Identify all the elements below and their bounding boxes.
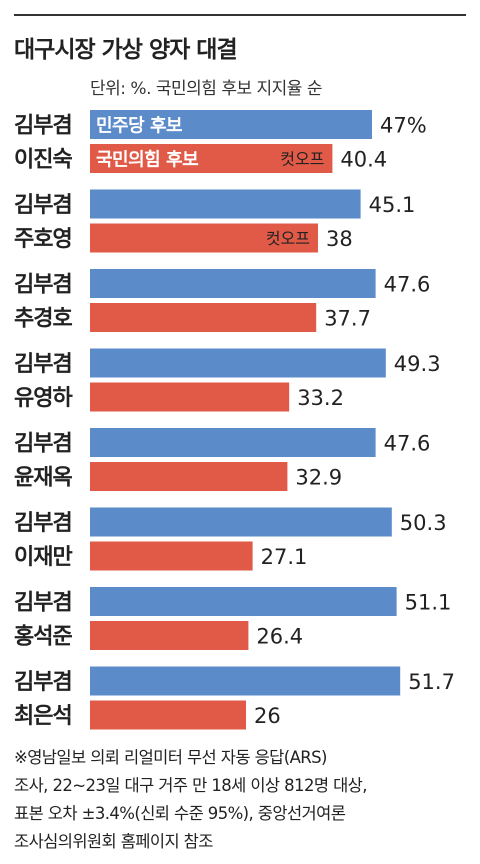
value-label-democratic: 47.6: [384, 432, 431, 456]
value-label-democratic: 45.1: [369, 193, 416, 217]
value-label-democratic: 51.7: [408, 670, 455, 694]
candidate-name-ppp: 최은석: [14, 704, 72, 729]
candidate-name-democratic: 김부겸: [14, 670, 72, 695]
value-label-ppp: 26: [254, 704, 281, 728]
top-rule: [14, 14, 466, 16]
chart-title: 대구시장 가상 양자 대결: [14, 37, 238, 63]
value-label-ppp: 37.7: [324, 307, 371, 331]
value-label-democratic: 50.3: [400, 511, 447, 535]
bar-ppp: [90, 382, 290, 412]
value-label-democratic: 49.3: [394, 352, 441, 376]
value-label-ppp: 40.4: [340, 148, 387, 172]
footnote-line: 조사심의위원회 홈페이지 참조: [14, 832, 213, 851]
bar-ppp: [90, 223, 318, 253]
candidate-name-democratic: 김부겸: [14, 114, 72, 139]
value-label-democratic: 47.6: [384, 273, 431, 297]
cutoff-annotation: 컷오프: [280, 150, 324, 169]
series-label-democratic: 민주당 후보: [96, 116, 182, 137]
candidate-name-democratic: 김부겸: [14, 432, 72, 457]
candidate-name-ppp: 이진숙: [14, 148, 72, 173]
value-label-ppp: 27.1: [261, 545, 308, 569]
candidate-name-democratic: 김부겸: [14, 273, 72, 298]
bar-democratic: [90, 666, 401, 696]
bar-democratic: [90, 428, 376, 457]
footnote-line: 표본 오차 ±3.4%(신뢰 수준 95%), 중앙선거여론: [14, 804, 346, 823]
candidate-name-ppp: 유영하: [14, 386, 73, 411]
bar-democratic: [90, 587, 397, 616]
bar-democratic: [90, 507, 392, 537]
candidate-name-ppp: 홍석준: [14, 625, 72, 650]
candidate-name-democratic: 김부겸: [14, 591, 72, 616]
value-label-ppp: 33.2: [297, 386, 344, 410]
value-label-ppp: 26.4: [256, 625, 303, 649]
value-label-ppp: 32.9: [295, 466, 342, 490]
bar-ppp: [90, 462, 288, 491]
footnote-line: ※영남일보 의뢰 리얼미터 무선 자동 응답(ARS): [14, 748, 327, 767]
bar-ppp: [90, 621, 249, 650]
cutoff-annotation: 컷오프: [266, 229, 310, 248]
candidate-name-ppp: 윤재옥: [14, 466, 72, 491]
unit-note: 단위: %. 국민의힘 후보 지지율 순: [90, 79, 322, 99]
candidate-name-ppp: 이재만: [14, 545, 72, 570]
bar-democratic: [90, 189, 361, 219]
candidate-name-democratic: 김부겸: [14, 511, 72, 536]
candidate-name-ppp: 주호영: [14, 227, 72, 252]
series-label-ppp: 국민의힘 후보: [96, 150, 198, 171]
value-label-ppp: 38: [326, 227, 353, 251]
candidate-name-democratic: 김부겸: [14, 193, 72, 218]
bar-democratic: [90, 110, 372, 139]
footnote: ※영남일보 의뢰 리얼미터 무선 자동 응답(ARS) 조사, 22~23일 대…: [14, 744, 470, 856]
bar-ppp: [90, 541, 253, 571]
bar-ppp: [90, 303, 317, 332]
value-label-democratic: 47%: [380, 114, 427, 138]
bar-democratic: [90, 269, 376, 298]
bar-ppp: [90, 700, 246, 730]
candidate-name-ppp: 추경호: [14, 307, 72, 332]
candidate-name-democratic: 김부겸: [14, 352, 72, 377]
bar-democratic: [90, 348, 386, 378]
footnote-line: 조사, 22~23일 대구 거주 만 18세 이상 812명 대상,: [14, 776, 367, 795]
bar-ppp: [90, 144, 333, 173]
value-label-democratic: 51.1: [405, 591, 452, 615]
